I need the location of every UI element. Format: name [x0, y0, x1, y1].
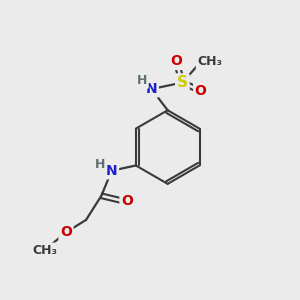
- Text: H: H: [95, 158, 106, 171]
- Text: H: H: [137, 74, 147, 87]
- Text: S: S: [177, 75, 188, 90]
- Text: N: N: [106, 164, 118, 178]
- Text: CH₃: CH₃: [32, 244, 57, 257]
- Text: CH₃: CH₃: [197, 56, 222, 68]
- Text: O: O: [170, 54, 182, 68]
- Text: O: O: [195, 84, 207, 98]
- Text: O: O: [60, 225, 72, 239]
- Text: O: O: [121, 194, 133, 208]
- Text: N: N: [146, 82, 157, 96]
